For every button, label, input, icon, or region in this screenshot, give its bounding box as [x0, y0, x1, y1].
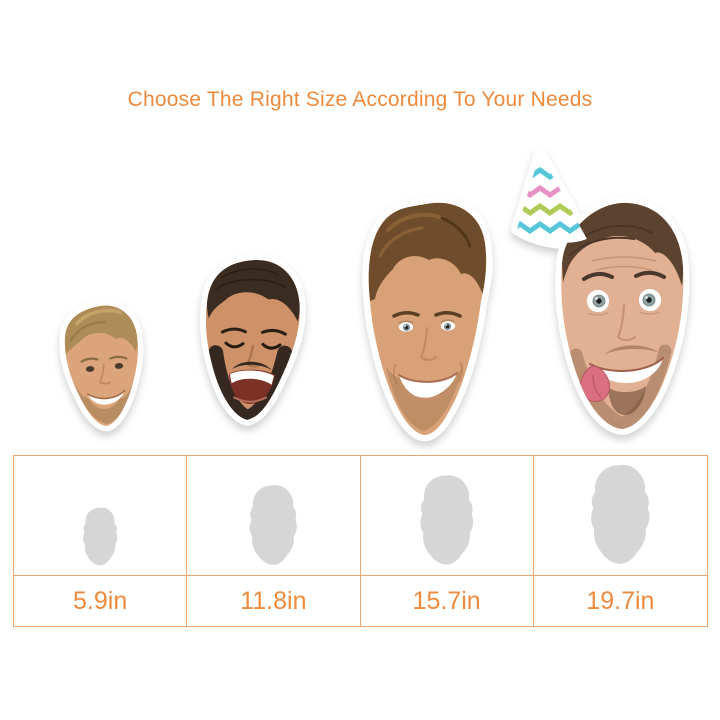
size-silhouette-cell-4: [533, 456, 707, 576]
size-label-4: 19.7in: [586, 586, 655, 615]
face-silhouette-icon: [250, 485, 298, 565]
face-cutouts-row: [59, 147, 690, 442]
face-cutout-m: [362, 196, 493, 442]
size-label-3: 15.7in: [361, 576, 534, 626]
face-silhouette-icon: [420, 475, 474, 565]
face-cutout-l: [511, 147, 690, 435]
face-cutout-s: [199, 254, 306, 426]
face-silhouette-icon: [591, 464, 650, 564]
size-label-1: 5.9in: [14, 576, 188, 626]
size-label-2: 11.8in: [187, 576, 361, 626]
size-silhouette-cell-1: [14, 456, 188, 576]
page-title: Choose The Right Size According To Your …: [127, 88, 593, 111]
face-cutout-xs: [59, 300, 144, 432]
size-silhouette-cell-3: [360, 456, 534, 576]
size-silhouette-cell-2: [187, 456, 361, 576]
face-silhouette-icon: [83, 507, 118, 566]
size-table: 5.9in 11.8in 15.7in 19.7in: [13, 455, 708, 627]
